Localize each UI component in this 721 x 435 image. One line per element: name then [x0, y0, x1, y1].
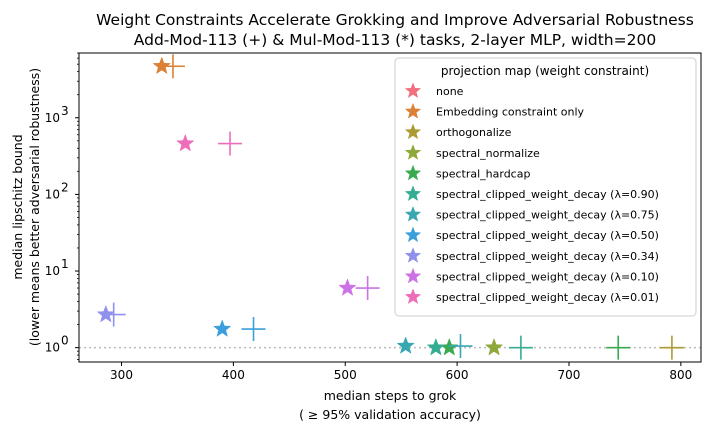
y-tick-label: 10	[45, 111, 60, 125]
legend-entry: spectral_normalize	[436, 147, 540, 160]
legend-title: projection map (weight constraint)	[441, 64, 649, 78]
legend-marker-star	[404, 123, 422, 140]
legend-marker-star	[404, 82, 422, 99]
data-point-plus-series-6	[448, 334, 473, 359]
x-tick-label: 700	[558, 368, 581, 382]
x-axis: 300 400 500 600 700 800	[110, 362, 692, 382]
legend-marker-star	[404, 247, 422, 263]
data-point-star-series-5	[426, 337, 446, 356]
chart-title: Weight Constraints Accelerate Grokking a…	[96, 11, 694, 29]
legend-entry: spectral_hardcap	[436, 167, 530, 180]
x-tick-label: 600	[446, 368, 469, 382]
legend-entry: spectral_clipped_weight_decay (λ=0.90)	[436, 188, 659, 201]
legend-entry: spectral_clipped_weight_decay (λ=0.75)	[436, 209, 659, 222]
data-marks-layer	[96, 54, 684, 360]
data-point-plus-series-5	[508, 335, 533, 360]
plot-frame	[78, 52, 702, 363]
data-point-plus-series-7	[241, 317, 266, 342]
legend-entry: spectral_clipped_weight_decay (λ=0.34)	[436, 250, 659, 263]
legend-marker-star	[404, 205, 422, 222]
data-point-plus-series-10	[218, 131, 243, 156]
data-point-star-series-10	[176, 133, 195, 152]
data-point-star-series-1	[152, 56, 172, 75]
legend-marker-star	[404, 226, 422, 243]
legend: projection map (weight constraint) none E…	[394, 57, 697, 317]
y-tick-exponent: 1	[61, 257, 69, 271]
y-tick-label: 10	[45, 264, 60, 278]
y-tick-label: 10	[45, 341, 60, 355]
x-tick-label: 500	[334, 368, 357, 382]
y-axis-label: median lipschitz bound	[10, 134, 25, 279]
legend-marker-star	[404, 288, 422, 305]
data-point-plus-series-1	[160, 54, 185, 79]
y-tick-exponent: 0	[61, 334, 69, 348]
y-axis-label-line2: (lower means better adversarial robustne…	[27, 68, 42, 346]
x-tick-label: 300	[110, 368, 133, 382]
data-point-star-series-6	[396, 336, 415, 354]
data-point-star-series-9	[338, 278, 357, 296]
legend-marker-star	[404, 164, 422, 181]
legend-marker-star	[404, 267, 422, 284]
legend-entry: spectral_clipped_weight_decay (λ=0.01)	[436, 291, 659, 304]
y-tick-exponent: 3	[61, 104, 69, 118]
legend-box	[394, 57, 697, 317]
legend-entry: orthogonalize	[436, 126, 512, 139]
data-point-star-series-8	[96, 304, 116, 323]
data-point-plus-series-8	[101, 302, 126, 327]
legend-items: none Embedding constraint only orthogonali…	[404, 82, 659, 305]
data-point-star-series-3	[484, 337, 504, 356]
chart-subtitle: Add-Mod-113 (+) & Mul-Mod-113 (*) tasks,…	[134, 31, 656, 49]
y-tick-label: 10	[45, 187, 60, 201]
legend-entry: none	[436, 85, 464, 98]
x-axis-label-line2: ( ≥ 95% validation accuracy)	[299, 407, 481, 422]
legend-entry: Embedding constraint only	[436, 106, 585, 119]
x-tick-label: 400	[222, 368, 245, 382]
y-tick-exponent: 2	[61, 180, 69, 194]
data-point-plus-series-4	[606, 335, 631, 360]
data-point-star-series-7	[212, 319, 232, 337]
data-point-plus-series-9	[355, 276, 380, 301]
legend-entry: spectral_clipped_weight_decay (λ=0.10)	[436, 270, 659, 283]
legend-marker-star	[404, 102, 422, 119]
x-axis-label: median steps to grok	[324, 388, 457, 403]
legend-marker-star	[404, 185, 422, 202]
legend-marker-star	[404, 144, 422, 160]
data-point-plus-series-2	[659, 335, 684, 360]
x-tick-label: 800	[669, 368, 692, 382]
legend-entry: spectral_clipped_weight_decay (λ=0.50)	[436, 229, 659, 242]
